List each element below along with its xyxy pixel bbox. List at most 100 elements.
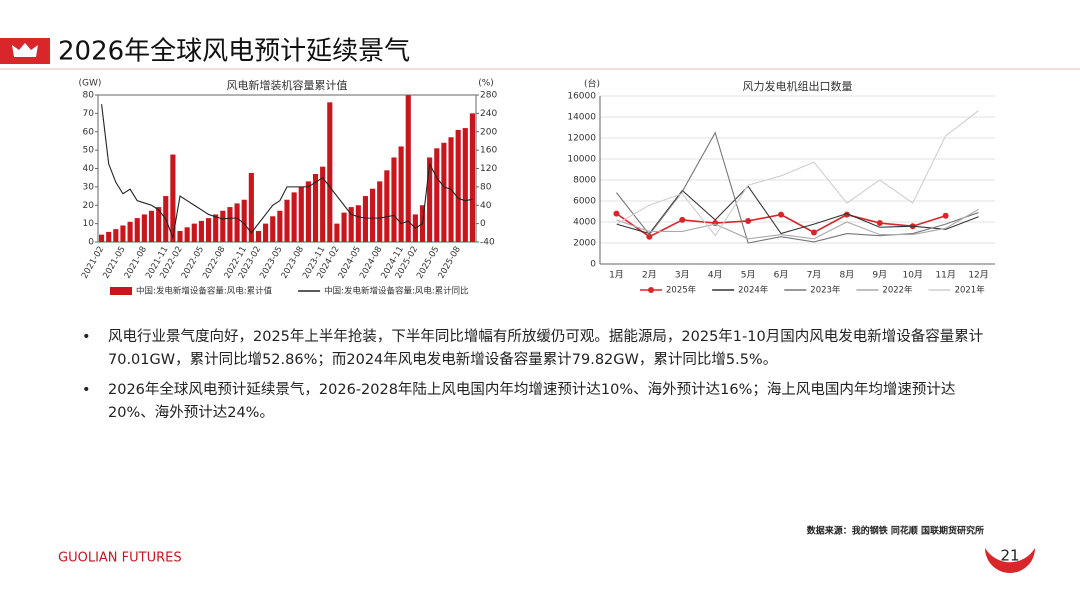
x-tick-label: 5月: [741, 270, 756, 281]
y-tick-label: 60: [83, 127, 95, 137]
x-tick-label: 9月: [872, 270, 887, 281]
point: [778, 211, 785, 218]
bar: [241, 199, 247, 242]
bar: [170, 154, 176, 242]
bar: [334, 223, 340, 242]
crown-icon: [12, 43, 38, 57]
point: [942, 212, 949, 219]
x-tick-label: 4月: [708, 270, 723, 281]
bar: [341, 212, 347, 242]
bar: [227, 207, 233, 242]
bullet-dot: •: [82, 382, 91, 398]
bar: [248, 172, 254, 242]
y2-tick-label: 280: [480, 91, 497, 101]
legend-label: 2023年: [810, 285, 841, 296]
bar: [398, 146, 404, 242]
bar: [434, 148, 440, 242]
bar: [191, 223, 197, 242]
x-tick-label: 2月: [642, 270, 657, 281]
legend-label: 2021年: [955, 285, 986, 296]
slide-title: 2026年全球风电预计延续景气: [58, 37, 410, 67]
y-tick-label: 10: [83, 219, 95, 229]
y-tick-label: 0: [590, 260, 596, 270]
bar: [384, 170, 390, 242]
bar: [298, 186, 304, 242]
point: [613, 210, 620, 217]
bar: [441, 142, 447, 242]
series-line: [616, 185, 979, 235]
bar: [377, 181, 383, 242]
point: [843, 211, 850, 218]
bar: [284, 199, 290, 242]
bullet-text: 风电行业景气度向好，2025年上半年抢装，下半年同比增幅有所放缓仍可观。据能源局…: [108, 329, 984, 368]
y-tick-label: 0: [88, 238, 94, 248]
bullet-dot: •: [82, 329, 91, 345]
y-tick-label: 4000: [573, 218, 596, 228]
bar: [305, 181, 311, 242]
bar: [263, 223, 269, 242]
bar: [370, 188, 376, 242]
x-tick-label: 12月: [968, 270, 988, 281]
y-axis-label: (GW): [79, 79, 102, 89]
bar: [462, 128, 468, 242]
y2-tick-label: 80: [480, 182, 492, 192]
bar: [120, 225, 126, 242]
legend-label: 中国:发电新增设备容量:风电:累计同比: [324, 286, 469, 297]
bar: [234, 203, 240, 242]
y2-axis-label: (%): [478, 79, 494, 89]
legend-marker: [648, 287, 654, 293]
corner-deco: [985, 548, 1035, 573]
bar: [277, 210, 283, 242]
source-note: 数据来源：我的钢铁 同花顺 国联期货研究所: [807, 525, 984, 537]
y2-tick-label: 0: [480, 219, 486, 229]
y-tick-label: 2000: [573, 239, 596, 249]
bar: [134, 218, 140, 242]
chart-title: 风力发电机组出口数量: [743, 79, 853, 93]
bullet: • 风电行业景气度向好，2025年上半年抢装，下半年同比增幅有所放缓仍可观。据能源…: [82, 326, 994, 372]
bar: [141, 214, 147, 242]
bar: [113, 229, 119, 242]
x-tick-label: 3月: [675, 270, 690, 281]
x-tick-label: 11月: [935, 270, 955, 281]
bar: [320, 166, 326, 242]
bar: [198, 220, 204, 242]
y2-tick-label: -40: [480, 238, 495, 248]
bar: [348, 207, 354, 242]
y-axis-label: (台): [584, 78, 600, 90]
y-tick-label: 6000: [573, 197, 596, 207]
legend-swatch: [110, 287, 132, 295]
bar: [127, 221, 133, 242]
y2-tick-label: 120: [480, 164, 497, 174]
y-tick-label: 80: [83, 91, 95, 101]
bullet-text: 2026年全球风电预计延续景气，2026-2028年陆上风电国内年均增速预计达1…: [108, 382, 956, 421]
point: [745, 217, 752, 224]
y-tick-label: 30: [83, 182, 95, 192]
legend-label: 2024年: [738, 285, 769, 296]
bar: [205, 218, 212, 242]
y-tick-label: 12000: [567, 134, 596, 144]
bar: [184, 227, 190, 242]
bar: [255, 230, 262, 242]
y-tick-label: 50: [83, 146, 95, 156]
bar: [327, 102, 333, 242]
bar: [98, 234, 105, 242]
bar: [391, 157, 397, 242]
bar: [156, 207, 162, 242]
bar: [270, 216, 276, 242]
bar: [427, 157, 433, 242]
legend-label: 2025年: [666, 285, 697, 296]
series-line: [616, 131, 979, 244]
y-tick-label: 14000: [567, 113, 596, 123]
bar: [148, 210, 155, 242]
x-tick-label: 8月: [840, 270, 855, 281]
bar: [106, 231, 112, 242]
x-tick-label: 1月: [609, 270, 624, 281]
brand: GUOLIAN FUTURES: [58, 551, 182, 566]
y2-tick-label: 240: [480, 109, 497, 119]
point: [646, 233, 653, 240]
y-tick-label: 10000: [567, 155, 596, 165]
point: [876, 220, 883, 227]
legend-label: 中国:发电新增设备容量:风电:累计值: [136, 286, 273, 297]
point: [810, 229, 817, 236]
